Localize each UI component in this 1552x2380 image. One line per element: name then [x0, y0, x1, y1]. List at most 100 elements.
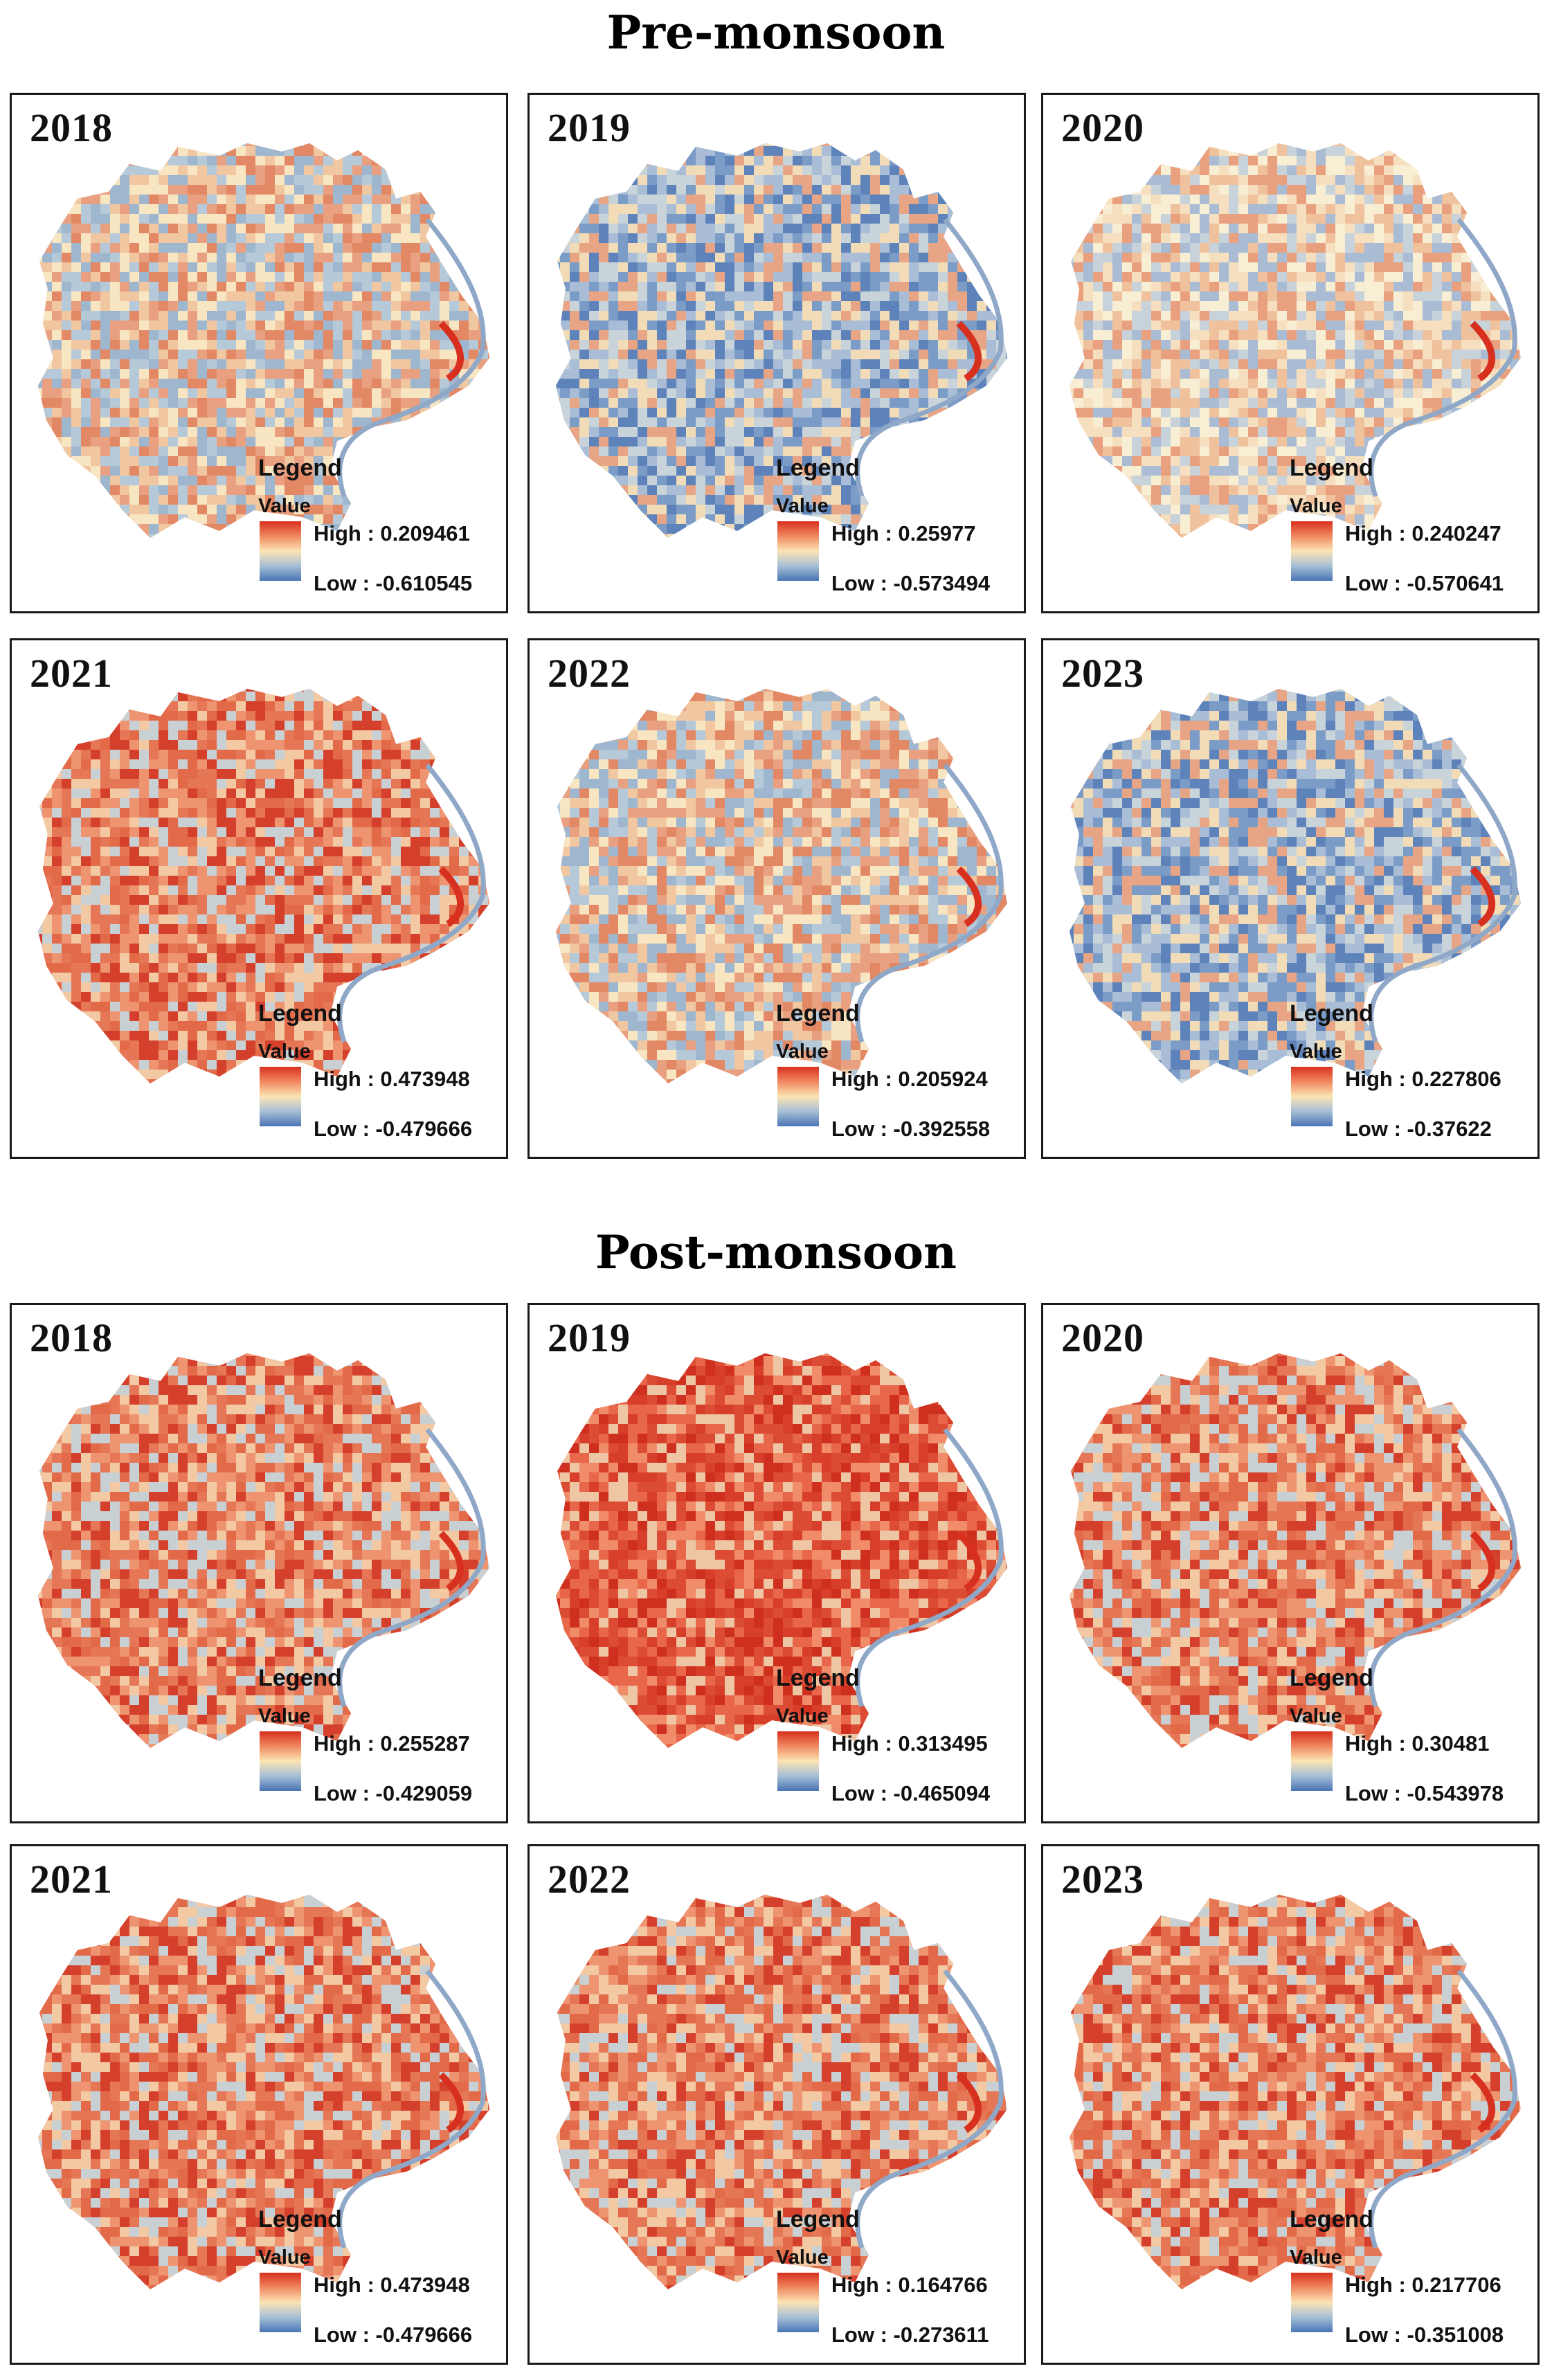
- panel-year-label: 2022: [548, 1856, 631, 1902]
- legend-high-value: High : 0.473948: [314, 2273, 470, 2298]
- map-panel: 2023 Legend Value High : 0.217706 Low : -…: [1041, 1844, 1540, 2365]
- legend-high-value: High : 0.227806: [1345, 1067, 1501, 1092]
- map-panel: 2018 Legend Value High : 0.255287 Low : -…: [10, 1303, 508, 1823]
- legend-color-ramp: [777, 2273, 819, 2332]
- legend-title: Legend: [776, 2206, 860, 2233]
- riverbank-highlight: [438, 2072, 464, 2134]
- legend-color-ramp: [1291, 1731, 1333, 1791]
- river-line: [855, 1969, 1004, 2249]
- legend-value-label: Value: [258, 495, 311, 518]
- legend-low-value: Low : -0.465094: [831, 1781, 990, 1806]
- panel-year-label: 2019: [548, 1315, 631, 1361]
- panel-year-label: 2023: [1061, 650, 1144, 696]
- map-panel: 2019 Legend Value High : 0.25977 Low : -0…: [527, 93, 1026, 613]
- map-legend: Legend Value High : 0.164766 Low : -0.27…: [776, 2206, 1024, 2359]
- map-panel: 2021 Legend Value High : 0.473948 Low : -…: [10, 1844, 508, 2365]
- city-raster-map: [1070, 1895, 1521, 2289]
- legend-title: Legend: [1290, 455, 1373, 482]
- legend-value-label: Value: [776, 495, 829, 518]
- riverbank-highlight: [1470, 866, 1495, 928]
- legend-high-value: High : 0.209461: [314, 521, 470, 546]
- legend-title: Legend: [258, 1665, 342, 1692]
- riverbank-highlight: [956, 1531, 982, 1592]
- panel-year-label: 2021: [30, 1856, 113, 1902]
- legend-high-value: High : 0.25977: [831, 521, 975, 546]
- river-line: [337, 763, 486, 1043]
- legend-color-ramp: [260, 521, 301, 581]
- legend-high-value: High : 0.255287: [314, 1731, 470, 1756]
- legend-high-value: High : 0.217706: [1345, 2273, 1501, 2298]
- legend-title: Legend: [776, 455, 860, 482]
- legend-title: Legend: [258, 2206, 342, 2233]
- river-line: [1369, 1969, 1517, 2249]
- map-legend: Legend Value High : 0.227806 Low : -0.37…: [1290, 1000, 1537, 1153]
- map-legend: Legend Value High : 0.240247 Low : -0.57…: [1290, 455, 1537, 607]
- legend-low-value: Low : -0.610545: [314, 571, 472, 596]
- panel-year-label: 2018: [30, 105, 113, 151]
- legend-value-label: Value: [776, 1705, 829, 1728]
- map-legend: Legend Value High : 0.217706 Low : -0.35…: [1290, 2206, 1537, 2359]
- city-raster-map: [556, 1895, 1007, 2289]
- legend-low-value: Low : -0.570641: [1345, 571, 1504, 596]
- river-line: [337, 1969, 486, 2249]
- map-legend: Legend Value High : 0.209461 Low : -0.61…: [258, 455, 506, 607]
- river-line: [337, 1427, 486, 1708]
- legend-low-value: Low : -0.273611: [831, 2323, 989, 2347]
- legend-low-value: Low : -0.429059: [314, 1781, 472, 1806]
- legend-high-value: High : 0.313495: [831, 1731, 988, 1756]
- riverbank-highlight: [438, 866, 464, 928]
- city-raster-map: [1070, 143, 1521, 538]
- map-legend: Legend Value High : 0.473948 Low : -0.47…: [258, 2206, 506, 2359]
- legend-low-value: Low : -0.392558: [831, 1117, 990, 1142]
- legend-high-value: High : 0.473948: [314, 1067, 470, 1092]
- riverbank-highlight: [438, 321, 464, 382]
- panel-year-label: 2020: [1061, 1315, 1144, 1361]
- city-raster-map: [38, 689, 489, 1083]
- map-legend: Legend Value High : 0.313495 Low : -0.46…: [776, 1665, 1024, 1817]
- legend-title: Legend: [1290, 1000, 1373, 1027]
- river-line: [1369, 1427, 1517, 1708]
- river-line: [1369, 217, 1517, 498]
- legend-color-ramp: [777, 1067, 819, 1126]
- legend-title: Legend: [1290, 1665, 1373, 1692]
- map-panel: 2020 Legend Value High : 0.30481 Low : -0…: [1041, 1303, 1540, 1823]
- river-line: [855, 1427, 1004, 1708]
- panel-year-label: 2020: [1061, 105, 1144, 151]
- map-legend: Legend Value High : 0.30481 Low : -0.543…: [1290, 1665, 1537, 1817]
- map-panel: 2019 Legend Value High : 0.313495 Low : -…: [527, 1303, 1026, 1823]
- legend-color-ramp: [1291, 2273, 1333, 2332]
- legend-color-ramp: [777, 1731, 819, 1791]
- legend-color-ramp: [777, 521, 819, 581]
- legend-low-value: Low : -0.351008: [1345, 2323, 1504, 2347]
- riverbank-highlight: [956, 321, 982, 382]
- legend-value-label: Value: [1290, 1705, 1342, 1728]
- legend-low-value: Low : -0.573494: [831, 571, 990, 596]
- legend-value-label: Value: [776, 1040, 829, 1063]
- legend-title: Legend: [258, 455, 342, 482]
- riverbank-highlight: [1470, 2072, 1495, 2134]
- legend-low-value: Low : -0.543978: [1345, 1781, 1504, 1806]
- legend-high-value: High : 0.30481: [1345, 1731, 1489, 1756]
- riverbank-highlight: [438, 1531, 464, 1592]
- legend-title: Legend: [776, 1000, 860, 1027]
- map-panel: 2020 Legend Value High : 0.240247 Low : -…: [1041, 93, 1540, 613]
- legend-value-label: Value: [258, 1705, 311, 1728]
- map-legend: Legend Value High : 0.25977 Low : -0.573…: [776, 455, 1024, 607]
- city-raster-map: [556, 1353, 1007, 1748]
- legend-color-ramp: [260, 1731, 301, 1791]
- panel-year-label: 2018: [30, 1315, 113, 1361]
- legend-low-value: Low : -0.37622: [1345, 1117, 1492, 1142]
- legend-title: Legend: [258, 1000, 342, 1027]
- legend-value-label: Value: [1290, 495, 1342, 518]
- panel-year-label: 2019: [548, 105, 631, 151]
- legend-value-label: Value: [258, 1040, 311, 1063]
- city-raster-map: [38, 143, 489, 538]
- map-panel: 2022 Legend Value High : 0.205924 Low : -…: [527, 638, 1026, 1159]
- city-raster-map: [556, 143, 1007, 538]
- legend-high-value: High : 0.240247: [1345, 521, 1501, 546]
- legend-value-label: Value: [1290, 2246, 1342, 2269]
- map-legend: Legend Value High : 0.473948 Low : -0.47…: [258, 1000, 506, 1153]
- city-raster-map: [1070, 1353, 1521, 1748]
- map-panel: 2021 Legend Value High : 0.473948 Low : -…: [10, 638, 508, 1159]
- city-raster-map: [38, 1353, 489, 1748]
